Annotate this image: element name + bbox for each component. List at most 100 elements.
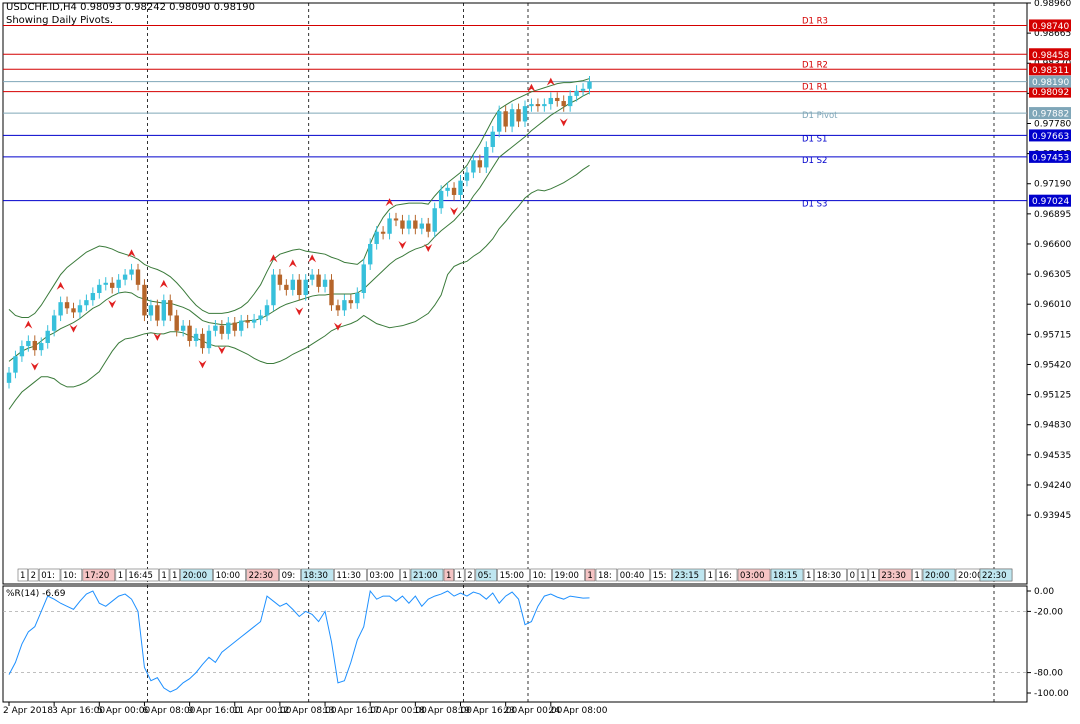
pivot-name: D1 S1 — [802, 134, 827, 144]
session-time-label: 1 — [871, 571, 876, 581]
candle-body — [342, 300, 347, 311]
x-tick-label: 23 Apr 00:00 — [504, 706, 563, 716]
session-time-label: 22:30 — [982, 571, 1007, 581]
candle-body — [251, 319, 257, 323]
session-time-box — [814, 568, 847, 582]
x-tick-label: 13 Apr 16:00 — [323, 706, 382, 716]
y-tick-label: 0.98960 — [1034, 0, 1071, 9]
candle-body — [303, 279, 308, 296]
y-tick-label: 0.93945 — [1034, 511, 1071, 521]
candle-body — [380, 231, 386, 234]
price-tag-label: 0.97024 — [1032, 197, 1069, 207]
price-tag — [1029, 85, 1071, 98]
session-time-label: 2 — [467, 571, 472, 581]
wpr-y-tick-label: -100.00 — [1034, 689, 1069, 699]
candle-body — [509, 109, 515, 127]
candle-body — [19, 346, 25, 357]
candle-body — [155, 305, 160, 321]
session-time-box — [912, 568, 923, 582]
fractal-up-arrow — [127, 249, 136, 258]
y-tick-label: 0.96600 — [1034, 240, 1071, 250]
candle-body — [406, 220, 412, 229]
session-time-label: 05: — [478, 571, 492, 581]
session-time-box — [497, 568, 530, 582]
y-tick-label: 0.95715 — [1034, 330, 1071, 340]
candle-body — [374, 231, 379, 244]
session-time-label: 16:45 — [128, 571, 153, 581]
session-time-box — [979, 568, 1013, 582]
y-tick-label: 0.97780 — [1034, 119, 1071, 129]
session-time-label: 15: — [653, 571, 667, 581]
session-time-label: 01: — [41, 571, 55, 581]
session-time-label: 1 — [172, 571, 177, 581]
bollinger-upper — [8, 78, 590, 318]
candle-body — [361, 264, 366, 293]
candle-body — [497, 111, 502, 132]
candle-body — [39, 343, 44, 351]
current-price-tag — [1029, 75, 1071, 88]
session-time-label: 2 — [31, 571, 36, 581]
candle-body — [264, 305, 270, 316]
session-time-label: 1 — [161, 571, 166, 581]
session-time-box — [552, 568, 585, 582]
session-time-box — [17, 568, 28, 582]
session-time-label: 03:00 — [369, 571, 394, 581]
candle-body — [567, 95, 573, 107]
session-time-label: 18:30 — [817, 571, 842, 581]
session-time-label: 1 — [708, 571, 713, 581]
session-time-box — [857, 568, 869, 582]
fractal-up-arrow — [56, 281, 65, 290]
candle-body — [13, 356, 18, 373]
candle-body — [529, 104, 534, 107]
candle-body — [329, 279, 334, 306]
candle-body — [51, 315, 57, 331]
pivot-name: D1 R2 — [802, 60, 828, 70]
candle-body — [142, 284, 147, 316]
x-tick-label: 6 Apr 08:00 — [142, 706, 195, 716]
price-tag — [1029, 194, 1071, 207]
fractal-down-arrow — [153, 332, 162, 341]
session-time-box — [879, 568, 912, 582]
candle-body — [445, 187, 450, 191]
session-time-box — [213, 568, 246, 582]
session-time-box — [410, 568, 444, 582]
price-tag-label: 0.98740 — [1032, 22, 1069, 32]
current-price-label: 0.98190 — [1032, 78, 1069, 88]
fractal-up-arrow — [546, 77, 555, 86]
candle-body — [548, 97, 553, 105]
candle-body — [193, 333, 199, 341]
session-time-label: 09: — [282, 571, 296, 581]
session-time-label: 15:00 — [500, 571, 524, 581]
session-time-label: 18:15 — [773, 571, 798, 581]
candle-body — [168, 300, 173, 316]
y-tick-label: 0.98665 — [1034, 29, 1071, 39]
session-time-label: 1 — [587, 571, 592, 581]
session-time-label: 18: — [598, 571, 612, 581]
x-tick-label: 2 Apr 2018 — [3, 706, 53, 716]
wpr-y-tick-label: -80.00 — [1034, 669, 1063, 679]
session-time-box — [530, 568, 552, 582]
price-tag-label: 0.98311 — [1032, 66, 1069, 76]
session-time-label: 20:00 — [925, 571, 950, 581]
candle-body — [555, 97, 560, 102]
y-tick-label: 0.96305 — [1034, 270, 1071, 280]
candle-body — [419, 223, 424, 229]
session-time-box — [279, 568, 301, 582]
candle-body — [277, 274, 283, 285]
candle-body — [413, 220, 418, 229]
fractal-down-arrow — [69, 324, 78, 333]
session-time-label: 23:15 — [675, 571, 700, 581]
candle-body — [535, 104, 541, 107]
session-time-box — [705, 568, 716, 582]
candle-body — [574, 90, 579, 96]
price-tag — [1029, 19, 1071, 32]
wpr-y-tick-label: -20.00 — [1034, 607, 1063, 617]
x-tick-label: 9 Apr 16:00 — [188, 706, 241, 716]
fractal-down-arrow — [559, 118, 568, 127]
price-tag — [1029, 129, 1071, 142]
y-tick-label: 0.95125 — [1034, 391, 1071, 401]
candle-body — [322, 279, 328, 287]
session-time-box — [464, 568, 476, 582]
